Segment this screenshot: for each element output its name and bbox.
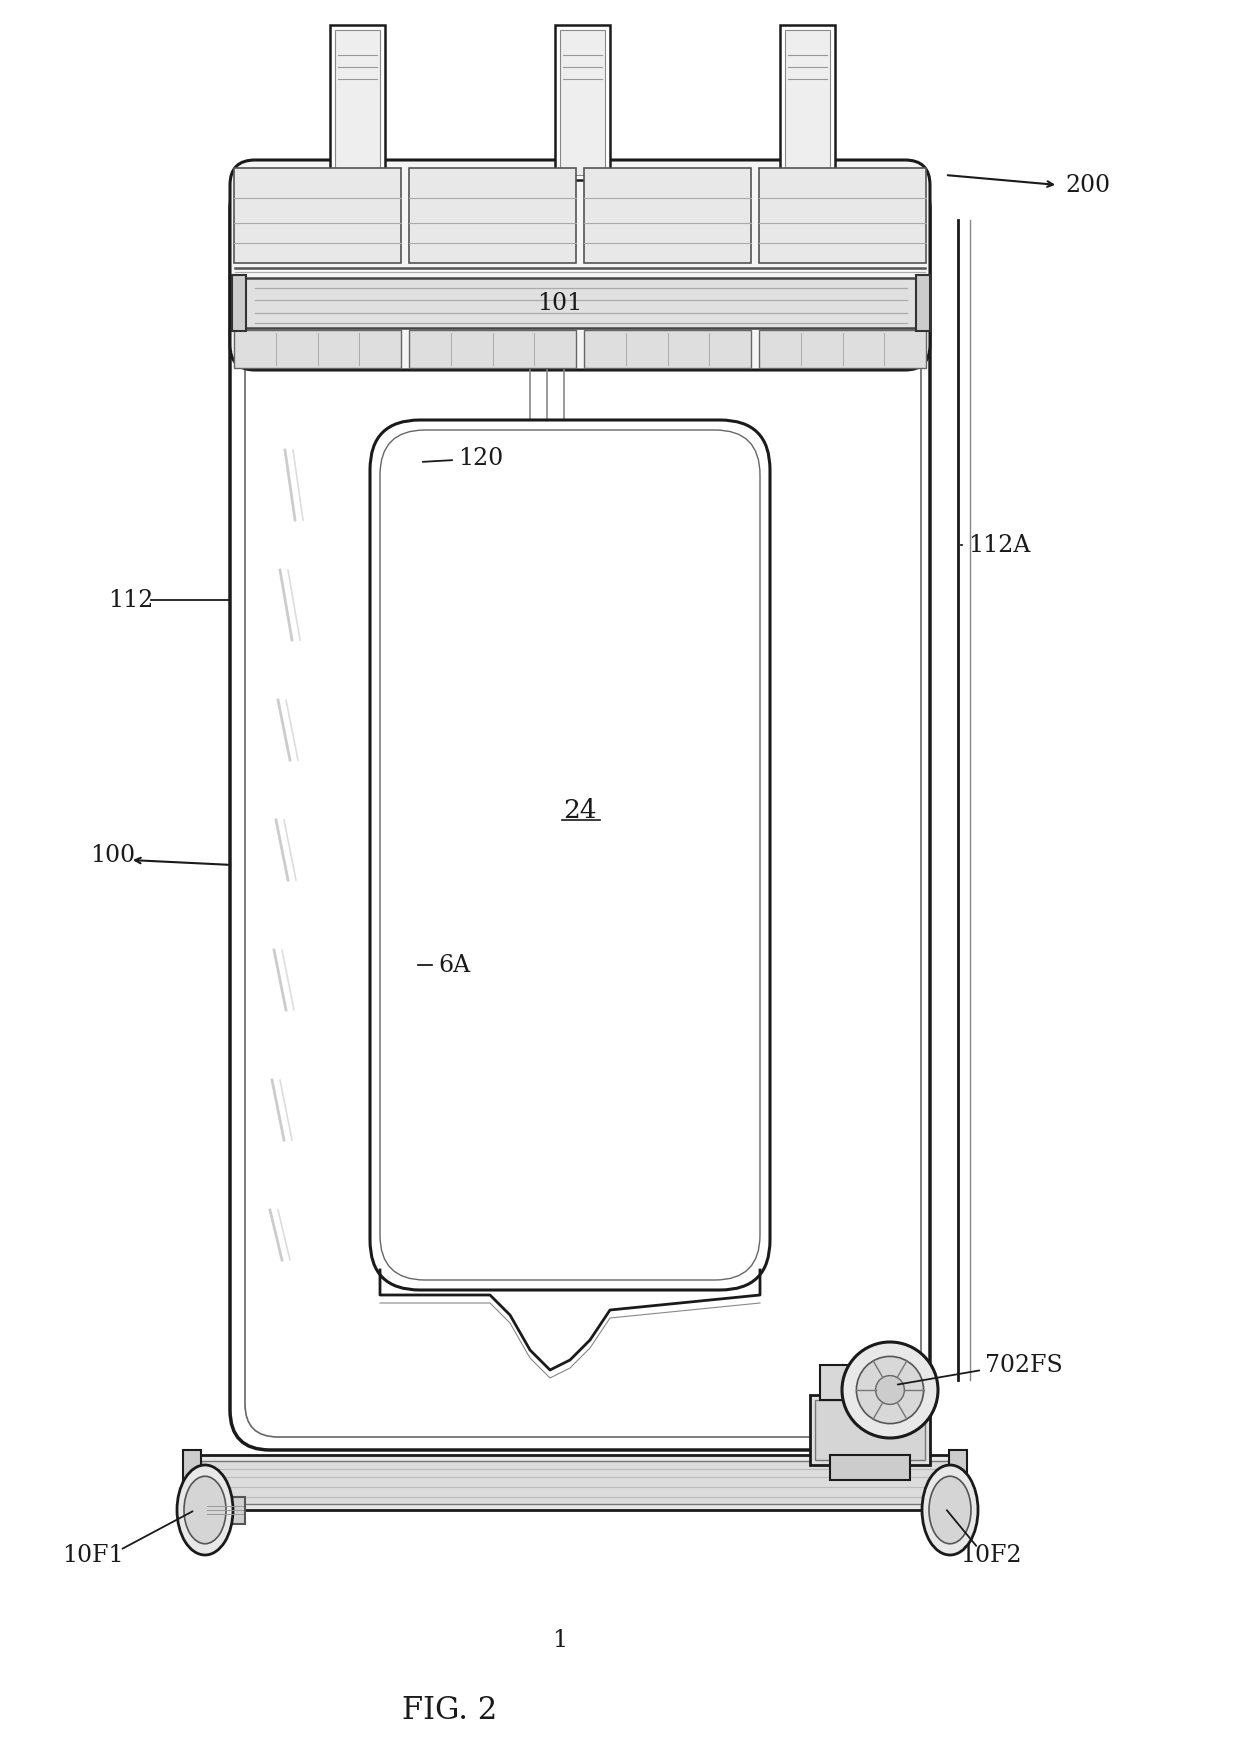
Circle shape [875, 1375, 904, 1405]
Circle shape [857, 1356, 924, 1423]
Ellipse shape [177, 1465, 233, 1555]
Bar [335, 30, 379, 175]
Bar [184, 1449, 201, 1514]
Text: 702FS: 702FS [985, 1354, 1063, 1377]
Bar [560, 30, 605, 175]
Bar [241, 279, 923, 328]
Bar [759, 167, 926, 263]
Bar [810, 1395, 930, 1465]
Text: 200: 200 [1065, 173, 1110, 196]
Bar [820, 1365, 910, 1400]
Text: 1: 1 [553, 1629, 568, 1652]
Bar [409, 330, 577, 368]
Bar [201, 1462, 949, 1504]
Text: FIG. 2: FIG. 2 [402, 1694, 497, 1726]
Bar [584, 167, 751, 263]
Bar [780, 25, 835, 180]
FancyBboxPatch shape [370, 420, 770, 1291]
Text: 112: 112 [108, 589, 154, 612]
Bar [205, 1497, 246, 1523]
Text: 120: 120 [458, 446, 503, 469]
Bar [556, 25, 610, 180]
Ellipse shape [184, 1476, 226, 1544]
Bar [785, 30, 830, 175]
Text: 10F1: 10F1 [62, 1543, 124, 1567]
Text: 101: 101 [537, 291, 583, 314]
FancyBboxPatch shape [229, 169, 930, 1449]
Bar [815, 1400, 925, 1460]
Bar [330, 25, 384, 180]
Text: 112A: 112A [968, 534, 1030, 557]
Bar [584, 330, 751, 368]
Text: 6A: 6A [438, 954, 470, 977]
Circle shape [842, 1342, 937, 1439]
Text: 100: 100 [91, 843, 135, 866]
Bar [195, 1454, 955, 1509]
Text: 10F2: 10F2 [960, 1543, 1022, 1567]
Ellipse shape [929, 1476, 971, 1544]
Ellipse shape [923, 1465, 978, 1555]
Bar [234, 330, 401, 368]
Bar [949, 1449, 967, 1514]
Bar [409, 167, 577, 263]
Text: 24: 24 [563, 797, 596, 823]
Bar [759, 330, 926, 368]
Bar [234, 167, 401, 263]
Bar [232, 275, 246, 331]
FancyBboxPatch shape [229, 160, 930, 370]
Bar [916, 275, 930, 331]
Bar [830, 1454, 910, 1479]
